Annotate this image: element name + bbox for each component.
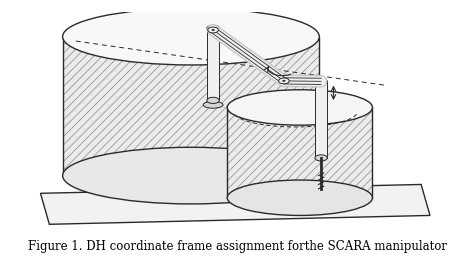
Ellipse shape <box>208 27 219 33</box>
Ellipse shape <box>315 155 327 161</box>
Polygon shape <box>63 37 319 176</box>
Polygon shape <box>227 107 373 198</box>
Ellipse shape <box>283 80 285 82</box>
Ellipse shape <box>63 147 319 204</box>
Ellipse shape <box>279 78 289 84</box>
Ellipse shape <box>227 180 373 215</box>
Ellipse shape <box>227 90 373 125</box>
Ellipse shape <box>63 8 319 65</box>
Ellipse shape <box>212 29 214 31</box>
Polygon shape <box>40 184 430 224</box>
Ellipse shape <box>207 97 219 103</box>
Ellipse shape <box>315 78 327 84</box>
Ellipse shape <box>203 101 223 108</box>
Ellipse shape <box>207 25 219 31</box>
Bar <box>315 81 327 158</box>
Text: Figure 1. DH coordinate frame assignment forthe SCARA manipulator: Figure 1. DH coordinate frame assignment… <box>27 240 447 253</box>
Bar <box>207 28 219 100</box>
